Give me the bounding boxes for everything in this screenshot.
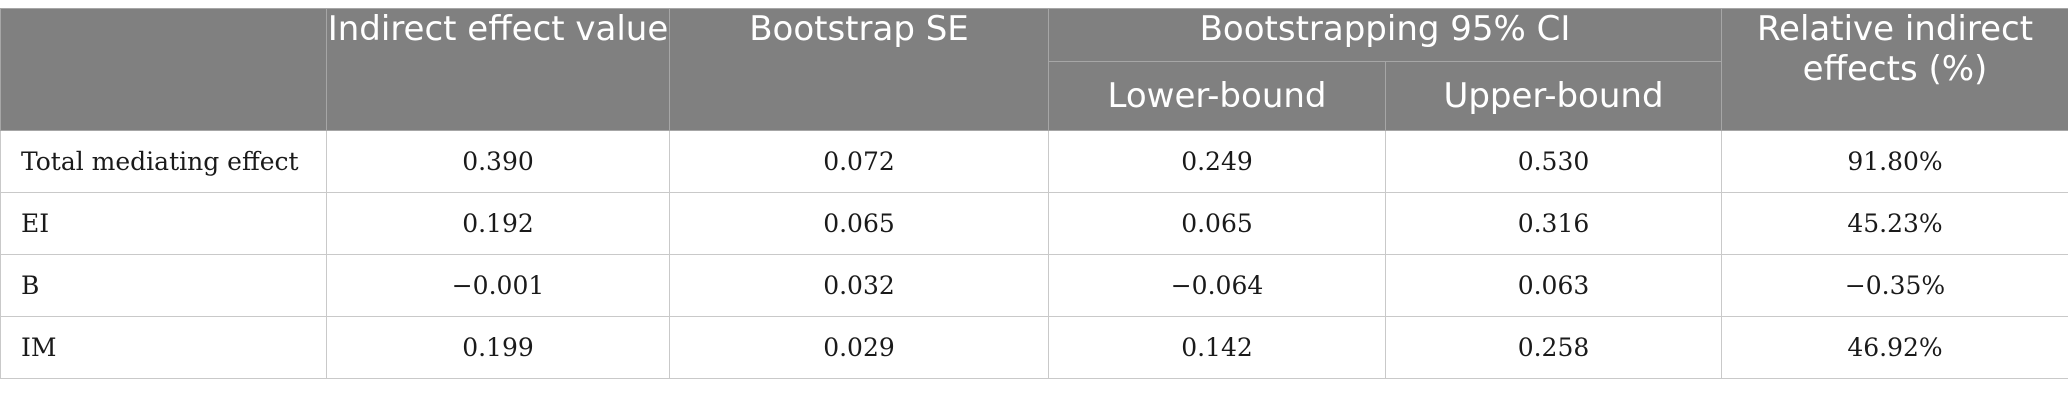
header-indirect-effect-value: Indirect effect value <box>326 8 670 131</box>
cell-relative-effect: 46.92% <box>1721 316 2068 379</box>
table-header: Indirect effect value Bootstrap SE Boots… <box>0 8 2068 131</box>
row-label: Total mediating effect <box>0 130 327 193</box>
cell-indirect-effect: −0.001 <box>326 254 670 317</box>
header-bootstrap-se: Bootstrap SE <box>669 8 1049 131</box>
cell-relative-effect: 45.23% <box>1721 192 2068 255</box>
table-body: Total mediating effect 0.390 0.072 0.249… <box>0 130 2068 379</box>
row-label: B <box>0 254 327 317</box>
table-row: IM 0.199 0.029 0.142 0.258 46.92% <box>0 316 2068 379</box>
cell-lower-bound: −0.064 <box>1048 254 1386 317</box>
cell-lower-bound: 0.142 <box>1048 316 1386 379</box>
table-row: B −0.001 0.032 −0.064 0.063 −0.35% <box>0 254 2068 317</box>
table-row: Total mediating effect 0.390 0.072 0.249… <box>0 130 2068 193</box>
header-upper-bound: Upper-bound <box>1385 61 1722 131</box>
cell-bootstrap-se: 0.065 <box>669 192 1049 255</box>
cell-upper-bound: 0.258 <box>1385 316 1722 379</box>
header-row-sub: Lower-bound Upper-bound <box>1 61 2068 131</box>
header-relative-indirect-effects: Relative indirect effects (%) <box>1721 8 2068 131</box>
cell-bootstrap-se: 0.032 <box>669 254 1049 317</box>
table-row: EI 0.192 0.065 0.065 0.316 45.23% <box>0 192 2068 255</box>
mediation-effects-table: Indirect effect value Bootstrap SE Boots… <box>0 8 2068 379</box>
cell-upper-bound: 0.063 <box>1385 254 1722 317</box>
cell-lower-bound: 0.249 <box>1048 130 1386 193</box>
cell-lower-bound: 0.065 <box>1048 192 1386 255</box>
cell-indirect-effect: 0.390 <box>326 130 670 193</box>
row-label: EI <box>0 192 327 255</box>
row-label: IM <box>0 316 327 379</box>
cell-indirect-effect: 0.192 <box>326 192 670 255</box>
header-lower-bound: Lower-bound <box>1048 61 1386 131</box>
cell-relative-effect: 91.80% <box>1721 130 2068 193</box>
cell-upper-bound: 0.316 <box>1385 192 1722 255</box>
cell-bootstrap-se: 0.029 <box>669 316 1049 379</box>
header-bootstrapping-ci: Bootstrapping 95% CI <box>1048 8 1722 62</box>
cell-upper-bound: 0.530 <box>1385 130 1722 193</box>
header-row-top: Indirect effect value Bootstrap SE Boots… <box>0 8 2068 131</box>
cell-bootstrap-se: 0.072 <box>669 130 1049 193</box>
header-empty-cell <box>0 8 327 131</box>
cell-indirect-effect: 0.199 <box>326 316 670 379</box>
cell-relative-effect: −0.35% <box>1721 254 2068 317</box>
